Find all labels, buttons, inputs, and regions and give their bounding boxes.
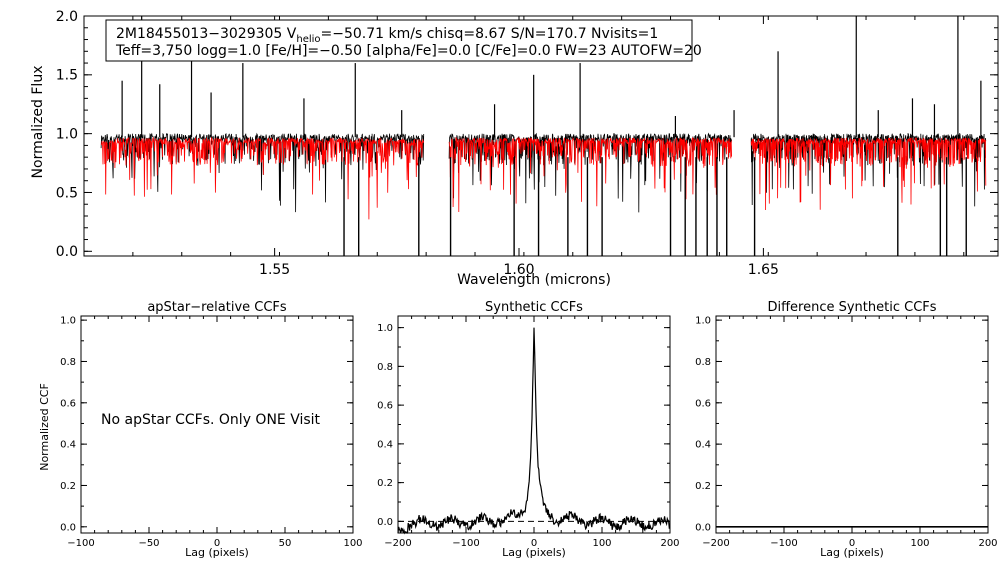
model-spectrum-line <box>750 137 987 211</box>
y-tick-label: 0.4 <box>695 440 711 451</box>
info-line-2: Teff=3,750 logg=1.0 [Fe/H]=−0.50 [alpha/… <box>115 43 702 59</box>
y-tick-label: 0.8 <box>377 362 393 373</box>
x-tick-label: 100 <box>910 538 929 549</box>
apstar-ccf-title: apStar−relative CCFs <box>147 300 287 315</box>
x-tick-label: −50 <box>138 538 159 549</box>
x-tick-label: 100 <box>592 538 611 549</box>
info-box: 2M18455013−3029305 Vhelio=−50.71 km/s ch… <box>105 19 702 62</box>
x-tick-label: 1.60 <box>503 262 534 278</box>
model-spectrum-line <box>100 136 425 220</box>
synthetic-ccf-axes: −200 −100 0 100 200 0.0 0.2 0.4 0.6 0.8 1.0 <box>377 316 680 549</box>
synthetic-ccf-panel: Synthetic CCFs −200 −100 0 100 200 0.0 0.2 0.4 0… <box>377 300 679 559</box>
y-tick-label: 0.0 <box>56 244 78 260</box>
y-tick-label: 0.2 <box>60 481 76 492</box>
x-tick-label: 0 <box>849 538 855 549</box>
y-tick-label: 0.8 <box>695 357 711 368</box>
spectrum-lines <box>100 16 987 256</box>
y-tick-label: 0.5 <box>56 185 78 201</box>
y-tick-label: 1.0 <box>377 323 393 334</box>
y-tick-label: 1.0 <box>56 127 78 143</box>
y-tick-label: 2.0 <box>56 9 78 25</box>
y-tick-label: 0.6 <box>695 398 711 409</box>
difference-ccf-panel: Difference Synthetic CCFs −200 −100 0 100 20… <box>695 300 997 559</box>
info-line-1-sub: helio <box>296 34 320 45</box>
y-tick-label: 0.0 <box>60 522 76 533</box>
x-tick-label: 100 <box>343 538 362 549</box>
y-tick-label: 0.0 <box>695 522 711 533</box>
difference-ccf-xlabel: Lag (pixels) <box>820 546 884 559</box>
y-tick-label: 0.0 <box>377 517 393 528</box>
difference-ccf-axes: −200 −100 0 100 200 0.0 0.2 0.4 0.6 0.8 1.0 <box>695 316 997 549</box>
x-tick-label: 200 <box>660 538 679 549</box>
y-tick-label: 0.2 <box>695 481 711 492</box>
x-tick-label: 50 <box>279 538 292 549</box>
apstar-ccf-panel: apStar−relative CCFs −100 −50 0 50 100 0.0 0.2… <box>38 300 363 559</box>
info-line-1-a: 2M18455013−3029305 V <box>116 26 297 42</box>
x-tick-label: 200 <box>978 538 997 549</box>
difference-ccf-title: Difference Synthetic CCFs <box>767 300 936 315</box>
spectrum-panel: 1.55 1.60 1.65 0.0 0.5 1.0 1.5 2.0 2M18455013−3… <box>30 9 999 288</box>
y-tick-label: 1.0 <box>695 316 711 327</box>
x-tick-label: −100 <box>67 538 94 549</box>
x-tick-label: −200 <box>384 538 411 549</box>
y-tick-label: 0.4 <box>377 439 393 450</box>
x-tick-label: −100 <box>452 538 479 549</box>
x-tick-label: 0 <box>531 538 537 549</box>
model-spectrum-line <box>448 136 732 213</box>
synthetic-ccf-xlabel: Lag (pixels) <box>502 546 566 559</box>
y-tick-label: 0.6 <box>60 398 76 409</box>
spectrum-frame <box>83 15 999 257</box>
y-tick-label: 1.0 <box>60 316 76 327</box>
y-tick-label: 0.8 <box>60 357 76 368</box>
apstar-ccf-xlabel: Lag (pixels) <box>185 546 249 559</box>
synthetic-ccf-line <box>397 327 671 535</box>
info-line-1: 2M18455013−3029305 Vhelio=−50.71 km/s ch… <box>116 26 658 45</box>
spectrum-xlabel: Wavelength (microns) <box>457 272 611 288</box>
x-tick-label: −100 <box>770 538 797 549</box>
x-tick-label: 1.55 <box>259 262 290 278</box>
y-tick-label: 0.4 <box>60 440 76 451</box>
y-tick-label: 1.5 <box>56 68 78 84</box>
synthetic-ccf-title: Synthetic CCFs <box>485 300 583 315</box>
apstar-ccf-axes: −100 −50 0 50 100 0.0 0.2 0.4 0.6 0.8 1.0 <box>60 316 362 549</box>
info-line-1-b: =−50.71 km/s chisq=8.67 S/N=170.7 Nvisit… <box>321 26 659 42</box>
x-tick-label: 0 <box>214 538 220 549</box>
y-tick-label: 0.2 <box>377 478 393 489</box>
spectrum-axes: 1.55 1.60 1.65 0.0 0.5 1.0 1.5 2.0 <box>56 9 998 278</box>
y-tick-label: 0.6 <box>377 401 393 412</box>
apstar-ccf-ylabel: Normalized CCF <box>38 383 51 471</box>
synthetic-ccf-plot <box>397 327 671 535</box>
x-tick-label: −200 <box>702 538 729 549</box>
x-tick-label: 1.65 <box>748 262 779 278</box>
difference-ccf-frame <box>715 315 989 534</box>
apstar-ccf-note: No apStar CCFs. Only ONE Visit <box>101 412 321 428</box>
info-box-frame <box>105 19 693 62</box>
spectrum-ylabel: Normalized Flux <box>30 66 46 179</box>
